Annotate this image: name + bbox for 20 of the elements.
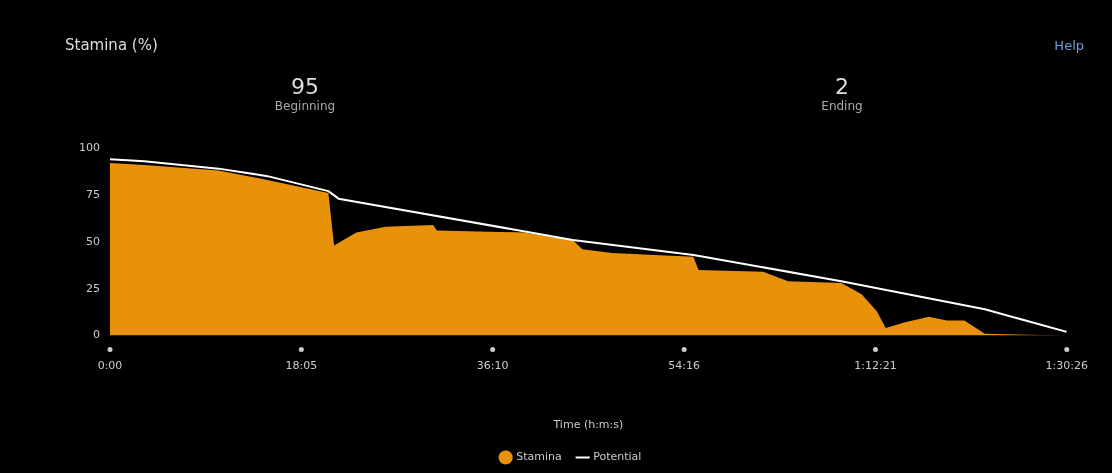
text: 2 bbox=[834, 74, 850, 99]
text: 95 bbox=[290, 74, 320, 99]
y-tick-label: 50 bbox=[86, 234, 100, 248]
x-tick-label: 1:12:21 bbox=[854, 359, 897, 373]
legend-label: Stamina bbox=[516, 450, 562, 464]
text: Help bbox=[1054, 38, 1084, 53]
chart-title: Stamina (%) bbox=[65, 36, 158, 54]
y-tick-label: 100 bbox=[79, 140, 100, 154]
x-tick-label: 0:00 bbox=[97, 359, 123, 373]
x-tick-label: 36:10 bbox=[476, 359, 509, 373]
text: Beginning bbox=[273, 99, 337, 113]
text: Ending bbox=[820, 99, 864, 113]
y-tick-label: 75 bbox=[86, 187, 100, 201]
x-tick-label: 1:30:26 bbox=[1045, 359, 1088, 373]
y-tick-label: 25 bbox=[86, 281, 100, 295]
x-tick-label: 54:16 bbox=[668, 359, 701, 373]
x-tick-label: 18:05 bbox=[285, 359, 318, 373]
x-axis-title: Time (h:m:s) bbox=[552, 418, 624, 432]
legend-label: Potential bbox=[593, 450, 642, 464]
y-tick-label: 0 bbox=[93, 328, 100, 342]
